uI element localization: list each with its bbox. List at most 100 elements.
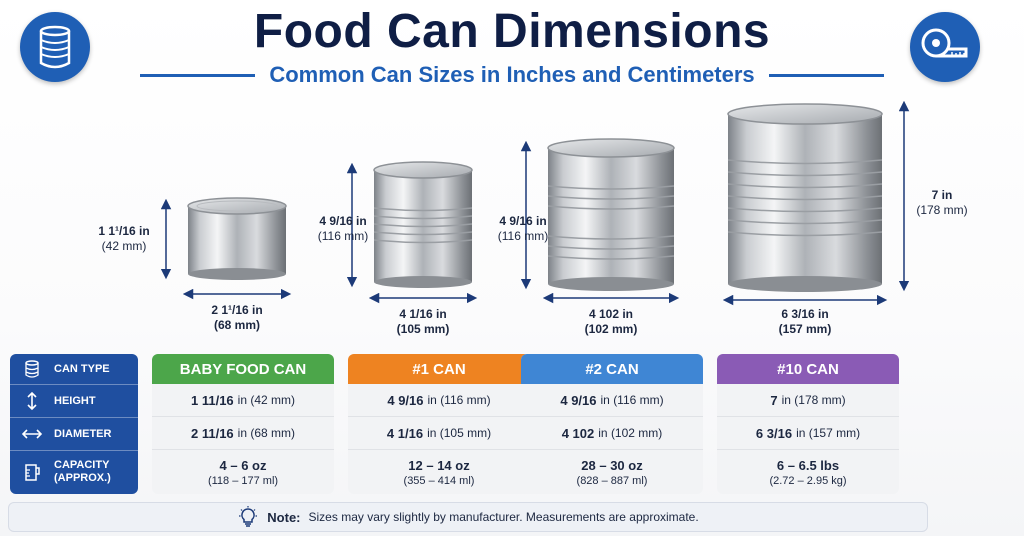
baby-diameter-label: 2 1¹/16 in (68 mm) [197, 303, 277, 333]
column-header: #10 CAN [717, 354, 899, 384]
height-value: 1 11/16 [191, 392, 234, 408]
diameter-value: 6 3/16 [755, 425, 793, 441]
note-bar: Note: Sizes may vary slightly by manufac… [8, 502, 928, 532]
row-label-can-type: CAN TYPE [10, 354, 138, 384]
note-text: Sizes may vary slightly by manufacturer.… [308, 510, 699, 524]
baby-diameter-mm: (68 mm) [213, 318, 260, 332]
row-label-diameter: DIAMETER [10, 417, 138, 450]
subtitle-row: Common Can Sizes in Inches and Centimete… [140, 62, 884, 88]
column-no10-can: #10 CAN 7 in (178 mm) 6 3/16 in (157 mm) 6… [717, 354, 899, 494]
diameter-unit: in (157 mm) [796, 426, 861, 440]
height-cell: 4 9/16 in (116 mm) [348, 384, 530, 417]
diameter-value: 2 11/16 [191, 425, 234, 441]
baby-height-in: 1 1¹/16 in [98, 224, 150, 238]
baby-height-mm: (42 mm) [101, 239, 147, 253]
column-no2-can: #2 CAN 4 9/16 in (116 mm) 4 102 in (102 mm… [521, 354, 703, 494]
can-icon [39, 25, 71, 69]
no2-height-label: 4 9/16 in (116 mm) [486, 214, 560, 244]
no1-diameter-in: 4 1/16 in [399, 307, 447, 321]
capacity-metric: (118 – 177 ml) [207, 474, 279, 487]
capacity-cell: 12 – 14 oz (355 – 414 ml) [348, 450, 530, 494]
no10-height-mm: (178 mm) [916, 203, 968, 217]
height-value: 4 9/16 [387, 392, 424, 408]
capacity-cell: 6 – 6.5 lbs (2.72 – 2.95 kg) [717, 450, 899, 494]
baby-diameter-in: 2 1¹/16 in [211, 303, 263, 317]
no1-can-image [373, 161, 473, 288]
capacity-value: 4 – 6 oz [219, 457, 267, 473]
height-cell: 4 9/16 in (116 mm) [521, 384, 703, 417]
diameter-unit: in (68 mm) [237, 426, 295, 440]
page-subtitle: Common Can Sizes in Inches and Centimete… [269, 62, 755, 87]
no2-height-in: 4 9/16 in [499, 214, 547, 228]
baby-height-label: 1 1¹/16 in (42 mm) [92, 224, 156, 254]
row-separator [10, 384, 138, 385]
height-unit: in (116 mm) [427, 393, 491, 407]
diameter-cell: 6 3/16 in (157 mm) [717, 417, 899, 450]
row-label-capacity: CAPACITY (APPROX.) [10, 450, 138, 494]
column-header: BABY FOOD CAN [152, 354, 334, 384]
row-label-diameter-text: DIAMETER [54, 427, 112, 440]
row-label-capacity-text: CAPACITY [54, 459, 110, 471]
no2-can-image [547, 138, 675, 291]
row-label-can-type-text: CAN TYPE [54, 363, 110, 375]
height-unit: in (116 mm) [600, 393, 664, 407]
no10-diameter-label: 6 3/16 in (157 mm) [765, 307, 845, 337]
height-value: 4 9/16 [560, 392, 597, 408]
diameter-cell: 2 11/16 in (68 mm) [152, 417, 334, 450]
diameter-value: 4 1/16 [386, 425, 424, 441]
capacity-cell: 4 – 6 oz (118 – 177 ml) [152, 450, 334, 494]
height-cell: 7 in (178 mm) [717, 384, 899, 417]
column-header: #2 CAN [521, 354, 703, 384]
no2-diameter-label: 4 102 in (102 mm) [571, 307, 651, 337]
lightbulb-icon [239, 506, 258, 527]
vertical-arrow-icon [10, 391, 54, 411]
column-header: #1 CAN [348, 354, 530, 384]
column-no1-can: #1 CAN 4 9/16 in (116 mm) 4 1/16 in (105 m… [348, 354, 530, 494]
note-label: Note: [267, 509, 301, 525]
row-separator [10, 450, 138, 451]
subtitle-rule-left [140, 73, 256, 77]
no1-diameter-mm: (105 mm) [396, 322, 450, 336]
no2-height-mm: (116 mm) [497, 229, 549, 243]
can-size-table: CAN TYPE HEIGHT DIAMETER CAPACITY (APPRO… [10, 354, 1015, 494]
no10-diameter-in: 6 3/16 in [781, 307, 829, 321]
measuring-tape-icon [921, 28, 968, 58]
row-separator [10, 417, 138, 418]
no10-diameter-mm: (157 mm) [778, 322, 832, 336]
subtitle-rule-right [768, 73, 884, 77]
no2-diameter-in: 4 102 in [588, 307, 634, 321]
can-badge [20, 12, 90, 82]
diameter-value: 4 102 [561, 425, 595, 441]
no10-can-image [727, 103, 883, 292]
column-baby-food-can: BABY FOOD CAN 1 11/16 in (42 mm) 2 11/16 i… [152, 354, 334, 494]
tape-badge [910, 12, 980, 82]
height-value: 7 [770, 392, 778, 408]
row-label-height: HEIGHT [10, 384, 138, 417]
measuring-cup-icon [10, 462, 54, 482]
baby-food-can-image [187, 197, 287, 280]
capacity-value: 6 – 6.5 lbs [776, 457, 840, 473]
height-unit: in (42 mm) [237, 393, 295, 407]
no10-height-label: 7 in (178 mm) [906, 188, 978, 218]
height-unit: in (178 mm) [781, 393, 846, 407]
capacity-metric: (2.72 – 2.95 kg) [769, 474, 847, 487]
no2-diameter-mm: (102 mm) [584, 322, 638, 336]
no1-height-in: 4 9/16 in [319, 214, 367, 228]
page-title: Food Can Dimensions [253, 5, 771, 58]
capacity-cell: 28 – 30 oz (828 – 887 ml) [521, 450, 703, 494]
capacity-metric: (828 – 887 ml) [576, 474, 648, 487]
capacity-value: 28 – 30 oz [581, 457, 643, 473]
row-label-capacity-approx: (APPROX.) [54, 472, 111, 484]
capacity-value: 12 – 14 oz [408, 457, 470, 473]
diameter-cell: 4 102 in (102 mm) [521, 417, 703, 450]
horizontal-arrow-icon [10, 428, 54, 440]
diameter-unit: in (105 mm) [427, 426, 492, 440]
row-label-height-text: HEIGHT [54, 394, 96, 407]
can-icon [10, 360, 54, 378]
row-labels: CAN TYPE HEIGHT DIAMETER CAPACITY (APPRO… [10, 354, 138, 494]
height-cell: 1 11/16 in (42 mm) [152, 384, 334, 417]
no10-height-in: 7 in [931, 188, 953, 202]
no1-diameter-label: 4 1/16 in (105 mm) [383, 307, 463, 337]
no1-height-mm: (116 mm) [317, 229, 369, 243]
diameter-cell: 4 1/16 in (105 mm) [348, 417, 530, 450]
